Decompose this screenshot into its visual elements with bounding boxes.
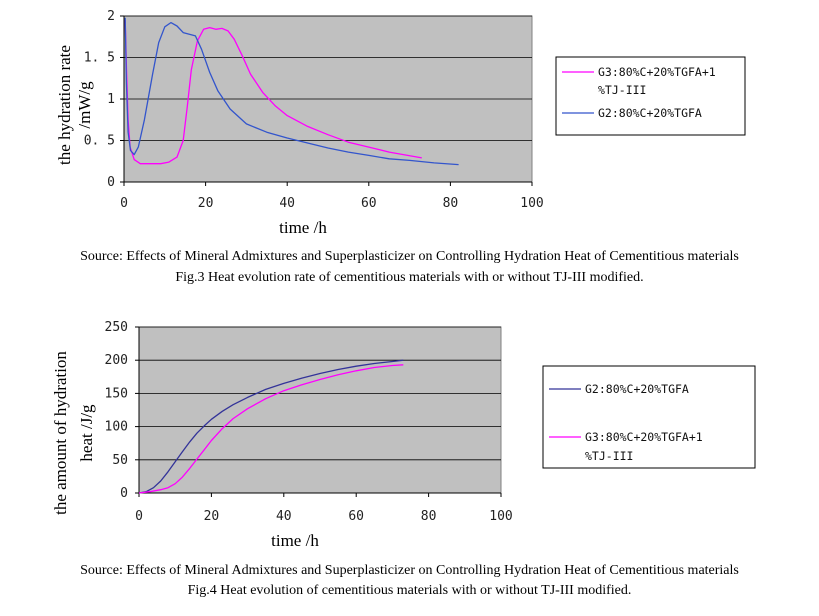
legend: G3:80%C+20%TGFA+1 %TJ-III G2:80%C+20%TGFA bbox=[555, 56, 746, 136]
y-tick-label: 0 bbox=[107, 175, 115, 190]
y-axis-title: the hydration rate bbox=[55, 45, 74, 165]
x-tick-label: 20 bbox=[198, 196, 214, 211]
plot-area bbox=[138, 326, 502, 494]
legend-label-cont: %TJ-III bbox=[598, 83, 646, 97]
y-tick-label: 2 bbox=[107, 9, 115, 24]
legend-label: G2:80%C+20%TGFA bbox=[585, 382, 689, 396]
legend-label: G2:80%C+20%TGFA bbox=[598, 106, 702, 120]
series-line bbox=[124, 17, 459, 166]
y-tick-label: 1 bbox=[107, 92, 115, 107]
x-tick-label: 20 bbox=[204, 509, 220, 524]
y-axis-title-units: /mW/g bbox=[75, 81, 94, 129]
legend-box bbox=[555, 56, 746, 136]
series-line bbox=[138, 364, 404, 494]
legend-box bbox=[542, 365, 756, 469]
y-tick-label: 1. 5 bbox=[84, 51, 115, 66]
fig4-title-caption: Fig.4 Heat evolution of cementitious mat… bbox=[187, 583, 632, 598]
series-line bbox=[138, 359, 404, 494]
legend-label: G3:80%C+20%TGFA+1 bbox=[585, 430, 703, 444]
y-tick-label: 150 bbox=[105, 386, 128, 401]
x-tick-label: 100 bbox=[489, 509, 512, 524]
x-tick-label: 60 bbox=[348, 509, 364, 524]
x-tick-label: 80 bbox=[443, 196, 459, 211]
x-tick-label: 100 bbox=[520, 196, 543, 211]
y-tick-label: 0. 5 bbox=[84, 134, 115, 149]
x-tick-label: 60 bbox=[361, 196, 377, 211]
legend-label-cont: %TJ-III bbox=[585, 449, 633, 463]
x-axis-title: time /h bbox=[271, 531, 319, 550]
y-axis-title: the amount of hydration bbox=[51, 351, 70, 515]
y-tick-label: 250 bbox=[105, 320, 128, 335]
y-tick-label: 100 bbox=[105, 420, 128, 435]
y-axis-title-units: heat /J/g bbox=[77, 404, 96, 462]
chart-hydration-heat: 0 50 100 150 200 250 0 20 40 60 80 100 time /h the am… bbox=[51, 320, 756, 550]
x-tick-label: 0 bbox=[120, 196, 128, 211]
fig3-title-caption: Fig.3 Heat evolution rate of cementitiou… bbox=[175, 270, 644, 285]
legend-label: G3:80%C+20%TGFA+1 bbox=[598, 65, 716, 79]
y-tick-label: 50 bbox=[112, 453, 128, 468]
fig4-source-caption: Source: Effects of Mineral Admixtures an… bbox=[80, 563, 739, 578]
x-axis-title: time /h bbox=[279, 218, 327, 237]
fig3-source-caption: Source: Effects of Mineral Admixtures an… bbox=[80, 249, 739, 264]
y-tick-label: 0 bbox=[120, 486, 128, 501]
legend: G2:80%C+20%TGFA G3:80%C+20%TGFA+1 %TJ-III bbox=[542, 365, 756, 469]
x-tick-label: 40 bbox=[276, 509, 292, 524]
x-tick-label: 80 bbox=[421, 509, 437, 524]
x-tick-label: 0 bbox=[135, 509, 143, 524]
x-tick-label: 40 bbox=[279, 196, 295, 211]
y-tick-label: 200 bbox=[105, 353, 128, 368]
series-line bbox=[124, 20, 422, 165]
